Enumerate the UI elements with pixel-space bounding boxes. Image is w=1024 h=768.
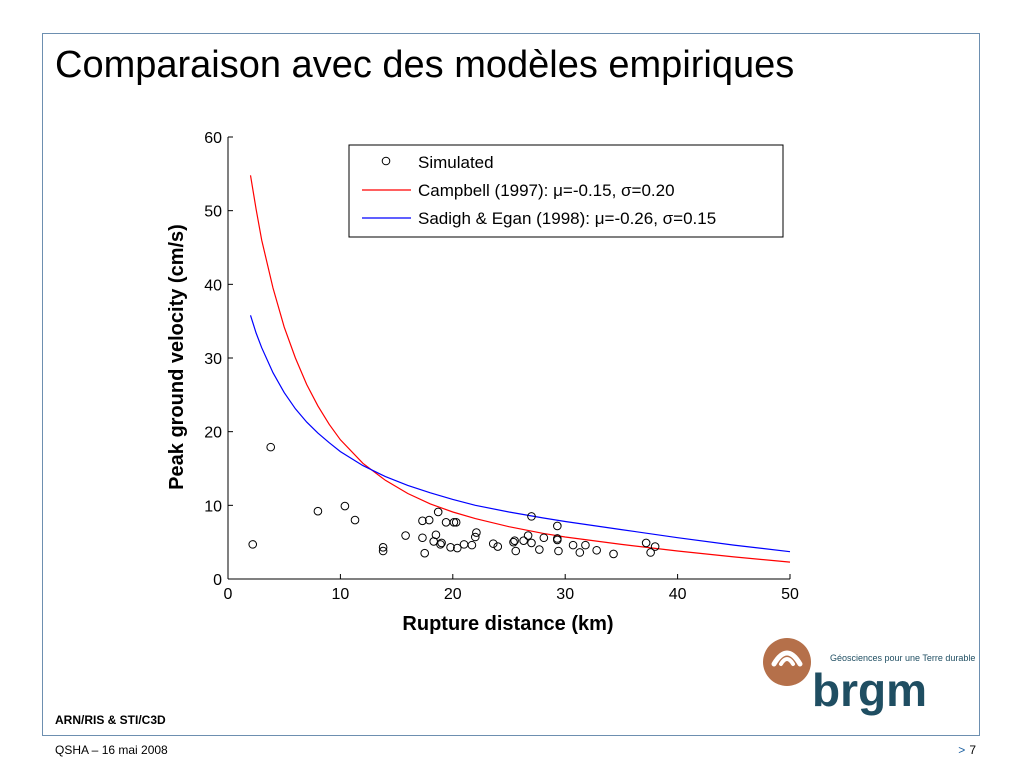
footer-department: ARN/RIS & STI/C3D — [55, 713, 166, 727]
simulated-point — [493, 542, 503, 551]
y-axis-label: Peak ground velocity (cm/s) — [166, 224, 188, 490]
brgm-swirl-icon — [763, 638, 811, 686]
x-tick-label: 10 — [332, 586, 350, 603]
y-tick-label: 10 — [204, 498, 222, 515]
simulated-point — [266, 442, 276, 452]
simulated-point — [646, 548, 655, 557]
simulated-point — [535, 545, 544, 554]
x-tick-label: 0 — [224, 586, 233, 603]
series-line-2 — [249, 315, 791, 553]
simulated-point — [488, 539, 498, 548]
legend-box — [348, 144, 784, 238]
simulated-point — [378, 546, 388, 556]
simulated-point — [449, 517, 459, 527]
logo-wordmark: brgm — [812, 664, 927, 716]
simulated-point — [441, 517, 451, 527]
simulated-point — [401, 531, 410, 540]
chart-lines — [249, 175, 791, 563]
simulated-point — [431, 530, 441, 540]
simulated-point — [467, 540, 477, 550]
x-tick-label: 50 — [781, 586, 799, 603]
y-tick-label: 60 — [204, 130, 222, 147]
simulated-point — [554, 546, 563, 556]
simulated-point — [553, 521, 562, 531]
simulated-point — [452, 543, 462, 553]
legend-entry-label: Simulated — [418, 153, 494, 172]
y-tick-label: 20 — [204, 425, 222, 442]
simulated-point — [527, 538, 536, 548]
x-tick-label: 40 — [669, 586, 687, 603]
footer-date: QSHA – 16 mai 2008 — [55, 743, 168, 757]
legend-entry-label: Campbell (1997): μ=-0.15, σ=0.20 — [418, 181, 675, 200]
simulated-point — [509, 537, 518, 547]
simulated-point — [418, 516, 427, 526]
simulated-point — [470, 532, 480, 542]
page-number-value: 7 — [969, 743, 976, 757]
simulated-point — [519, 536, 528, 545]
simulated-point — [340, 501, 350, 511]
y-tick-label: 40 — [204, 277, 222, 294]
y-tick-label: 30 — [204, 351, 222, 368]
simulated-point — [424, 515, 434, 525]
simulated-point — [592, 545, 601, 555]
simulated-point — [568, 540, 578, 550]
simulated-point — [433, 507, 443, 517]
slide-frame — [42, 33, 980, 736]
brgm-logo: Géosciences pour une Terre durable brgm — [763, 638, 975, 716]
x-tick-label: 20 — [444, 586, 462, 603]
legend-entry-label: Sadigh & Egan (1998): μ=-0.26, σ=0.15 — [418, 209, 716, 228]
simulated-point — [451, 517, 461, 527]
x-axis-label: Rupture distance (km) — [402, 613, 613, 635]
chart-points — [248, 442, 660, 559]
simulated-point — [418, 533, 427, 543]
simulated-point — [650, 542, 660, 551]
chart-axes: 0 10 20 30 40 50 0 10 20 30 40 50 60 — [204, 130, 799, 603]
x-tick-label: 30 — [556, 586, 574, 603]
y-tick-label: 0 — [213, 572, 222, 589]
simulated-point — [553, 535, 562, 545]
chart-legend: Simulated Campbell (1997): μ=-0.15, σ=0.2… — [348, 144, 784, 238]
simulated-point — [581, 540, 590, 550]
simulated-point — [378, 543, 388, 552]
logo-tagline: Géosciences pour une Terre durable — [830, 653, 975, 663]
simulated-point — [313, 506, 323, 516]
next-arrow-icon[interactable]: > — [958, 743, 966, 757]
simulated-point — [511, 546, 521, 556]
simulated-point — [459, 540, 469, 549]
simulated-point — [446, 543, 455, 552]
simulated-point — [641, 538, 651, 548]
simulated-point — [472, 528, 481, 537]
slide-title: Comparaison avec des modèles empiriques — [55, 44, 795, 86]
page-number: >7 — [958, 743, 976, 757]
simulated-point — [420, 548, 430, 558]
simulated-point — [539, 533, 549, 543]
simulated-point — [350, 515, 360, 525]
legend-marker-swatch — [381, 156, 391, 166]
simulated-point — [510, 536, 519, 545]
simulated-point — [248, 540, 258, 549]
series-line-1 — [249, 175, 791, 563]
simulated-point — [609, 549, 618, 559]
simulated-point — [436, 540, 445, 549]
simulated-point — [523, 531, 533, 540]
simulated-point — [437, 538, 446, 548]
simulated-point — [575, 548, 585, 557]
simulated-point — [527, 512, 536, 521]
y-tick-label: 50 — [204, 204, 222, 221]
